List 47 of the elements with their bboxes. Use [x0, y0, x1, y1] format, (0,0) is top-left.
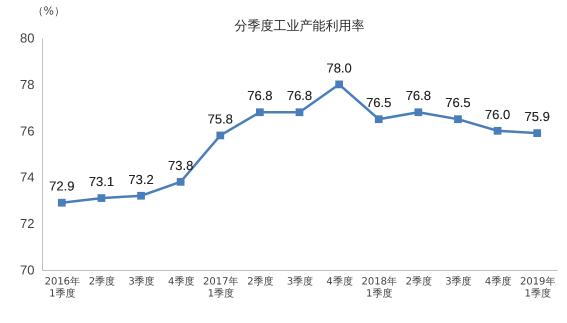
data-label: 76.8 [406, 88, 431, 104]
y-tick-label: 80 [20, 30, 34, 46]
data-label: 76.8 [247, 88, 273, 104]
point [216, 132, 224, 140]
x-tick-label: 4季度 [484, 276, 512, 288]
point [296, 108, 304, 116]
y-tick-label: 70 [20, 262, 34, 278]
data-label: 76.0 [484, 106, 510, 122]
x-tick-label: 2017年 1季度 [203, 276, 238, 300]
point [58, 198, 66, 207]
data-label: 73.8 [168, 158, 194, 173]
x-tick-label: 3季度 [445, 276, 472, 288]
data-label: 75.9 [524, 109, 550, 124]
x-tick-label: 2018年 1季度 [362, 276, 397, 300]
x-tick-label: 4季度 [326, 276, 353, 288]
x-tick-label: 2季度 [247, 276, 274, 288]
point [414, 108, 422, 116]
x-tick-label: 3季度 [128, 276, 155, 288]
x-tick-label: 4季度 [168, 276, 194, 288]
y-tick-label: 72 [20, 216, 34, 232]
point [335, 80, 343, 88]
x-tick-label: 2季度 [406, 276, 432, 288]
x-tick-label: 2019年 1季度 [520, 276, 556, 300]
data-label: 72.9 [49, 178, 74, 194]
point [374, 115, 383, 124]
data-label: 76.5 [445, 95, 471, 110]
data-label: 76.5 [366, 95, 392, 110]
chart-title: 分季度工业产能利用率 [234, 18, 364, 34]
x-tick-label: 2季度 [88, 276, 116, 288]
y-axis-title: （%） [32, 4, 65, 18]
point [454, 115, 462, 124]
x-tick-label: 2016年 1季度 [44, 276, 80, 300]
point [137, 192, 145, 200]
y-tick-label: 76 [20, 123, 34, 138]
x-tick-label: 3季度 [286, 276, 314, 288]
point [256, 108, 264, 116]
data-label: 73.2 [128, 172, 154, 187]
y-tick-label: 78 [20, 76, 34, 92]
point [494, 126, 502, 135]
point [98, 194, 106, 202]
data-label: 76.8 [286, 88, 312, 104]
data-label: 73.1 [88, 174, 114, 190]
point [533, 129, 542, 137]
point [176, 178, 185, 186]
data-label: 78.0 [326, 60, 352, 76]
y-tick-label: 74 [20, 170, 34, 185]
data-label: 75.8 [208, 111, 233, 126]
